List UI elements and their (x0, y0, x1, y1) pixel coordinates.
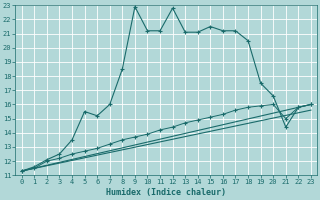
X-axis label: Humidex (Indice chaleur): Humidex (Indice chaleur) (106, 188, 226, 197)
